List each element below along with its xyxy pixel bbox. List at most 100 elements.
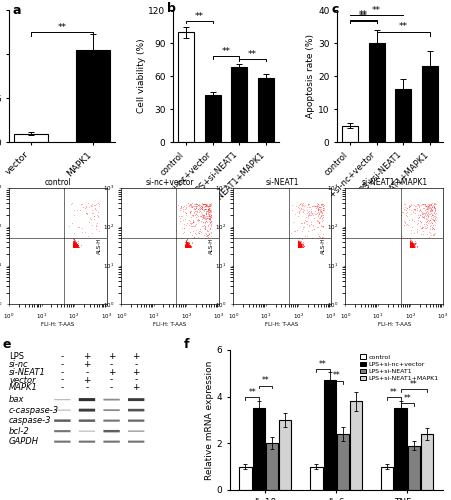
Point	[182, 242, 189, 250]
Point	[405, 242, 413, 250]
Point	[72, 242, 79, 250]
Point	[96, 200, 103, 208]
Point	[304, 200, 311, 208]
Point	[405, 243, 413, 251]
Point	[70, 242, 78, 250]
Point	[182, 243, 189, 251]
Point	[69, 242, 77, 250]
Text: **: **	[389, 388, 397, 397]
Point	[182, 243, 189, 251]
Point	[406, 242, 413, 250]
Point	[70, 238, 77, 246]
Point	[406, 238, 413, 246]
Point	[419, 213, 426, 221]
Point	[296, 238, 303, 246]
Point	[315, 204, 322, 212]
Point	[311, 210, 318, 218]
Point	[294, 242, 301, 250]
Point	[74, 242, 81, 250]
Point	[187, 207, 194, 215]
Point	[183, 242, 190, 250]
Text: -: -	[110, 383, 113, 392]
Point	[182, 240, 189, 248]
Point	[87, 202, 95, 209]
Point	[197, 212, 204, 220]
Point	[294, 242, 301, 250]
Point	[295, 242, 302, 250]
Point	[204, 209, 211, 217]
Point	[295, 238, 302, 246]
Point	[93, 211, 101, 219]
Point	[70, 242, 78, 250]
FancyBboxPatch shape	[128, 440, 144, 442]
Point	[182, 243, 189, 251]
Point	[184, 241, 191, 249]
Point	[203, 221, 211, 229]
Point	[294, 242, 301, 250]
Point	[428, 213, 435, 221]
Point	[70, 240, 77, 248]
Point	[72, 242, 79, 250]
Point	[295, 242, 302, 250]
Point	[69, 242, 77, 250]
Point	[406, 240, 413, 248]
Point	[182, 238, 189, 246]
Point	[294, 242, 301, 250]
Point	[406, 243, 413, 251]
Point	[70, 243, 77, 251]
Point	[295, 241, 303, 249]
Point	[184, 242, 192, 250]
Point	[405, 242, 413, 250]
Point	[430, 217, 437, 225]
Point	[406, 240, 414, 248]
Point	[183, 242, 190, 250]
Point	[406, 240, 413, 248]
Point	[183, 239, 190, 247]
Point	[71, 242, 78, 250]
Point	[294, 242, 301, 250]
Point	[295, 242, 302, 250]
Point	[184, 243, 191, 251]
Point	[70, 243, 78, 251]
Point	[182, 242, 189, 250]
Point	[70, 240, 77, 248]
Point	[72, 242, 79, 250]
Point	[418, 200, 425, 208]
Point	[197, 212, 204, 220]
Point	[180, 208, 188, 216]
Point	[294, 242, 301, 250]
Point	[73, 242, 80, 250]
Point	[201, 218, 208, 226]
Point	[294, 242, 301, 250]
Point	[406, 240, 413, 248]
Point	[185, 242, 192, 250]
Point	[198, 204, 205, 212]
Point	[198, 200, 205, 208]
Point	[410, 242, 417, 250]
Point	[294, 241, 301, 249]
Point	[295, 242, 302, 250]
Point	[405, 242, 413, 250]
Point	[71, 240, 78, 248]
Point	[70, 241, 77, 249]
Point	[295, 240, 303, 248]
Point	[72, 242, 79, 250]
Point	[70, 237, 77, 245]
Point	[183, 242, 190, 250]
Point	[182, 242, 189, 250]
Point	[307, 206, 314, 214]
Point	[185, 240, 193, 248]
Point	[70, 242, 78, 250]
Point	[183, 241, 190, 249]
Point	[183, 241, 190, 249]
Point	[70, 240, 78, 248]
Point	[405, 242, 413, 250]
Point	[406, 242, 413, 250]
Point	[184, 242, 191, 250]
Point	[294, 243, 301, 251]
Point	[69, 242, 77, 250]
Point	[407, 242, 414, 250]
Point	[295, 243, 302, 251]
Point	[182, 240, 189, 248]
Point	[205, 204, 212, 212]
